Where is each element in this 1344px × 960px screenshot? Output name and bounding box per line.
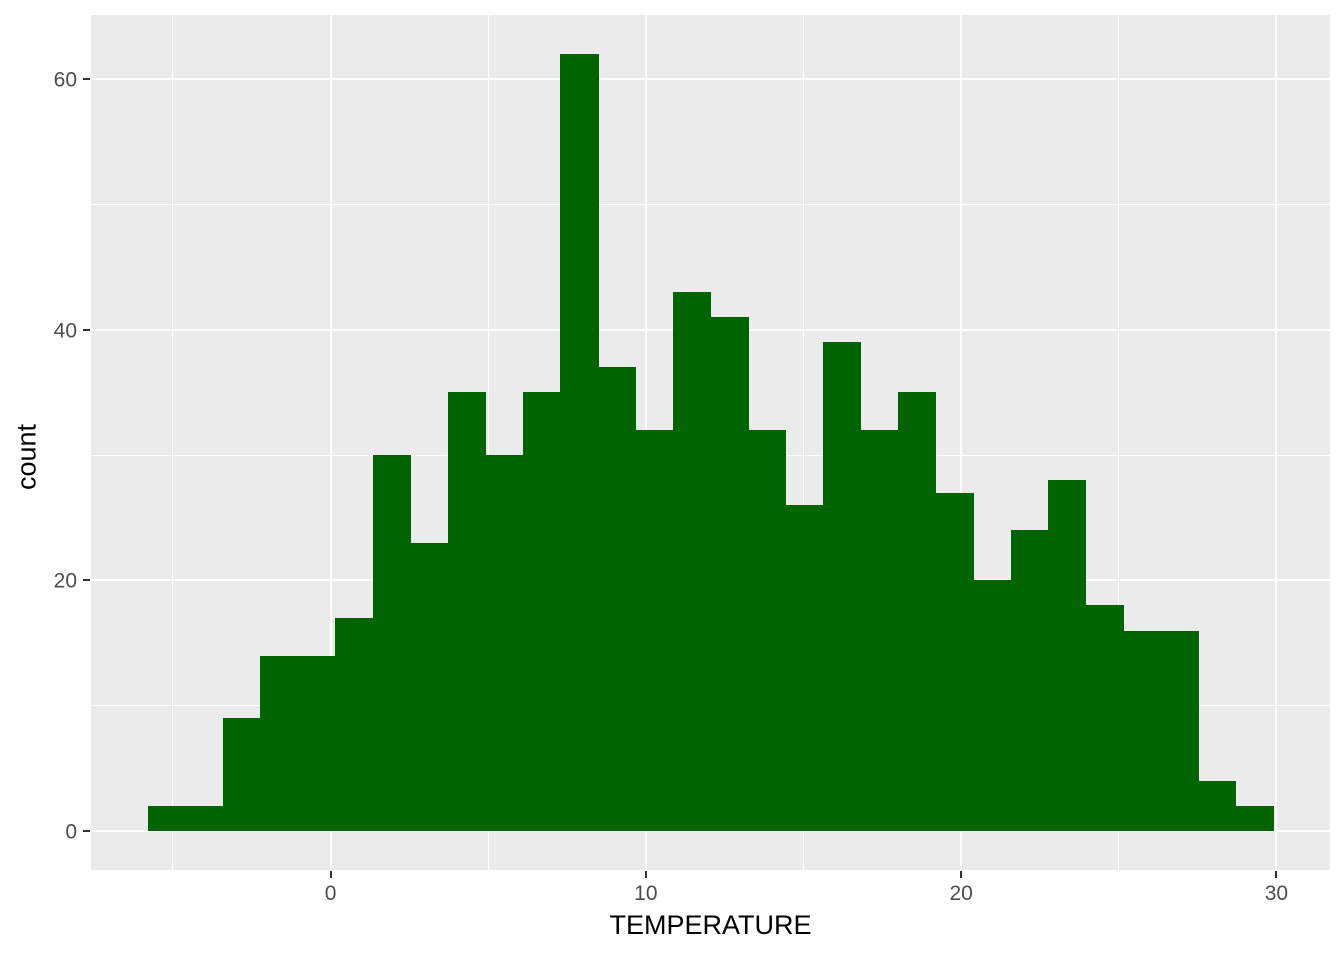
gridline-major-vertical	[329, 15, 332, 870]
histogram-bar	[635, 429, 674, 832]
x-tick-label: 10	[634, 882, 658, 905]
histogram-bar	[672, 292, 712, 832]
y-tick-label: 40	[53, 319, 77, 343]
histogram-bar	[785, 505, 824, 832]
gridline-minor-vertical	[1118, 15, 1120, 870]
histogram-bar	[860, 429, 899, 832]
histogram-bar	[335, 618, 374, 832]
gridline-major-horizontal	[91, 830, 1330, 833]
histogram-bar	[522, 392, 562, 832]
histogram-bar	[597, 367, 637, 832]
histogram-bar	[710, 317, 749, 832]
x-axis-tick	[644, 871, 647, 878]
x-axis-tick	[329, 871, 332, 878]
histogram-bar	[823, 342, 862, 832]
histogram-bar	[410, 542, 449, 832]
gridline-major-vertical	[1275, 15, 1278, 870]
histogram-bar	[297, 655, 337, 832]
y-axis-title: count	[11, 423, 42, 490]
gridline-major-horizontal	[91, 77, 1330, 80]
histogram-bar	[485, 455, 524, 832]
histogram-bar	[748, 429, 787, 832]
histogram-bar	[1123, 630, 1162, 832]
histogram-bar	[898, 392, 937, 832]
gridline-major-vertical	[960, 15, 963, 870]
x-tick-label: 0	[324, 882, 337, 905]
y-tick-label: 20	[53, 569, 77, 593]
y-tick-label: 60	[53, 68, 77, 92]
plot-panel	[91, 15, 1330, 870]
histogram-bar	[1010, 530, 1049, 832]
gridline-minor-horizontal	[91, 203, 1330, 205]
y-tick-label: 0	[65, 820, 77, 844]
y-axis-tick	[83, 77, 90, 80]
x-tick-label: 30	[1264, 882, 1289, 905]
histogram-bar	[1198, 780, 1237, 832]
histogram-bar	[222, 718, 261, 832]
histogram-bar	[935, 492, 974, 832]
histogram-bar	[260, 655, 299, 832]
histogram-bar	[372, 455, 412, 832]
x-axis-title: TEMPERATURE	[609, 910, 812, 940]
histogram-bar	[973, 580, 1012, 832]
gridline-minor-vertical	[172, 15, 174, 870]
x-axis-tick	[1275, 871, 1278, 878]
histogram-bar	[147, 806, 186, 832]
gridline-minor-vertical	[803, 15, 804, 870]
x-axis-tick	[960, 871, 963, 878]
y-axis-tick	[83, 830, 90, 833]
histogram-bar	[1235, 806, 1274, 832]
histogram-bar	[560, 53, 599, 832]
histogram-bar	[1048, 480, 1087, 832]
gridline-minor-vertical	[487, 15, 489, 870]
y-axis-tick	[83, 579, 90, 582]
histogram-bar	[447, 392, 487, 832]
histogram-bar	[1085, 605, 1124, 832]
y-axis-tick	[83, 328, 90, 331]
x-tick-label: 20	[949, 882, 973, 905]
histogram-bar	[185, 806, 224, 832]
histogram-bar	[1160, 630, 1199, 832]
